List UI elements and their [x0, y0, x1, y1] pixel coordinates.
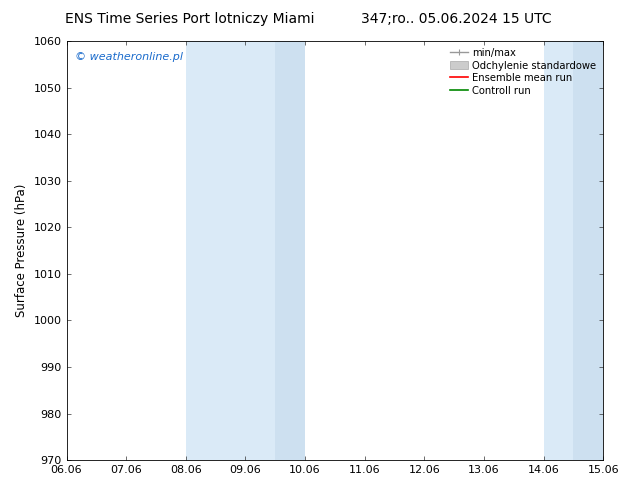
Bar: [275, 41, 305, 460]
Bar: [186, 41, 275, 460]
Bar: [573, 41, 603, 460]
Text: 347;ro.. 05.06.2024 15 UTC: 347;ro.. 05.06.2024 15 UTC: [361, 12, 552, 26]
Text: © weatheronline.pl: © weatheronline.pl: [75, 51, 183, 62]
Bar: [543, 41, 573, 460]
Text: ENS Time Series Port lotniczy Miami: ENS Time Series Port lotniczy Miami: [65, 12, 315, 26]
Legend: min/max, Odchylenie standardowe, Ensemble mean run, Controll run: min/max, Odchylenie standardowe, Ensembl…: [448, 46, 598, 98]
Y-axis label: Surface Pressure (hPa): Surface Pressure (hPa): [15, 184, 28, 318]
